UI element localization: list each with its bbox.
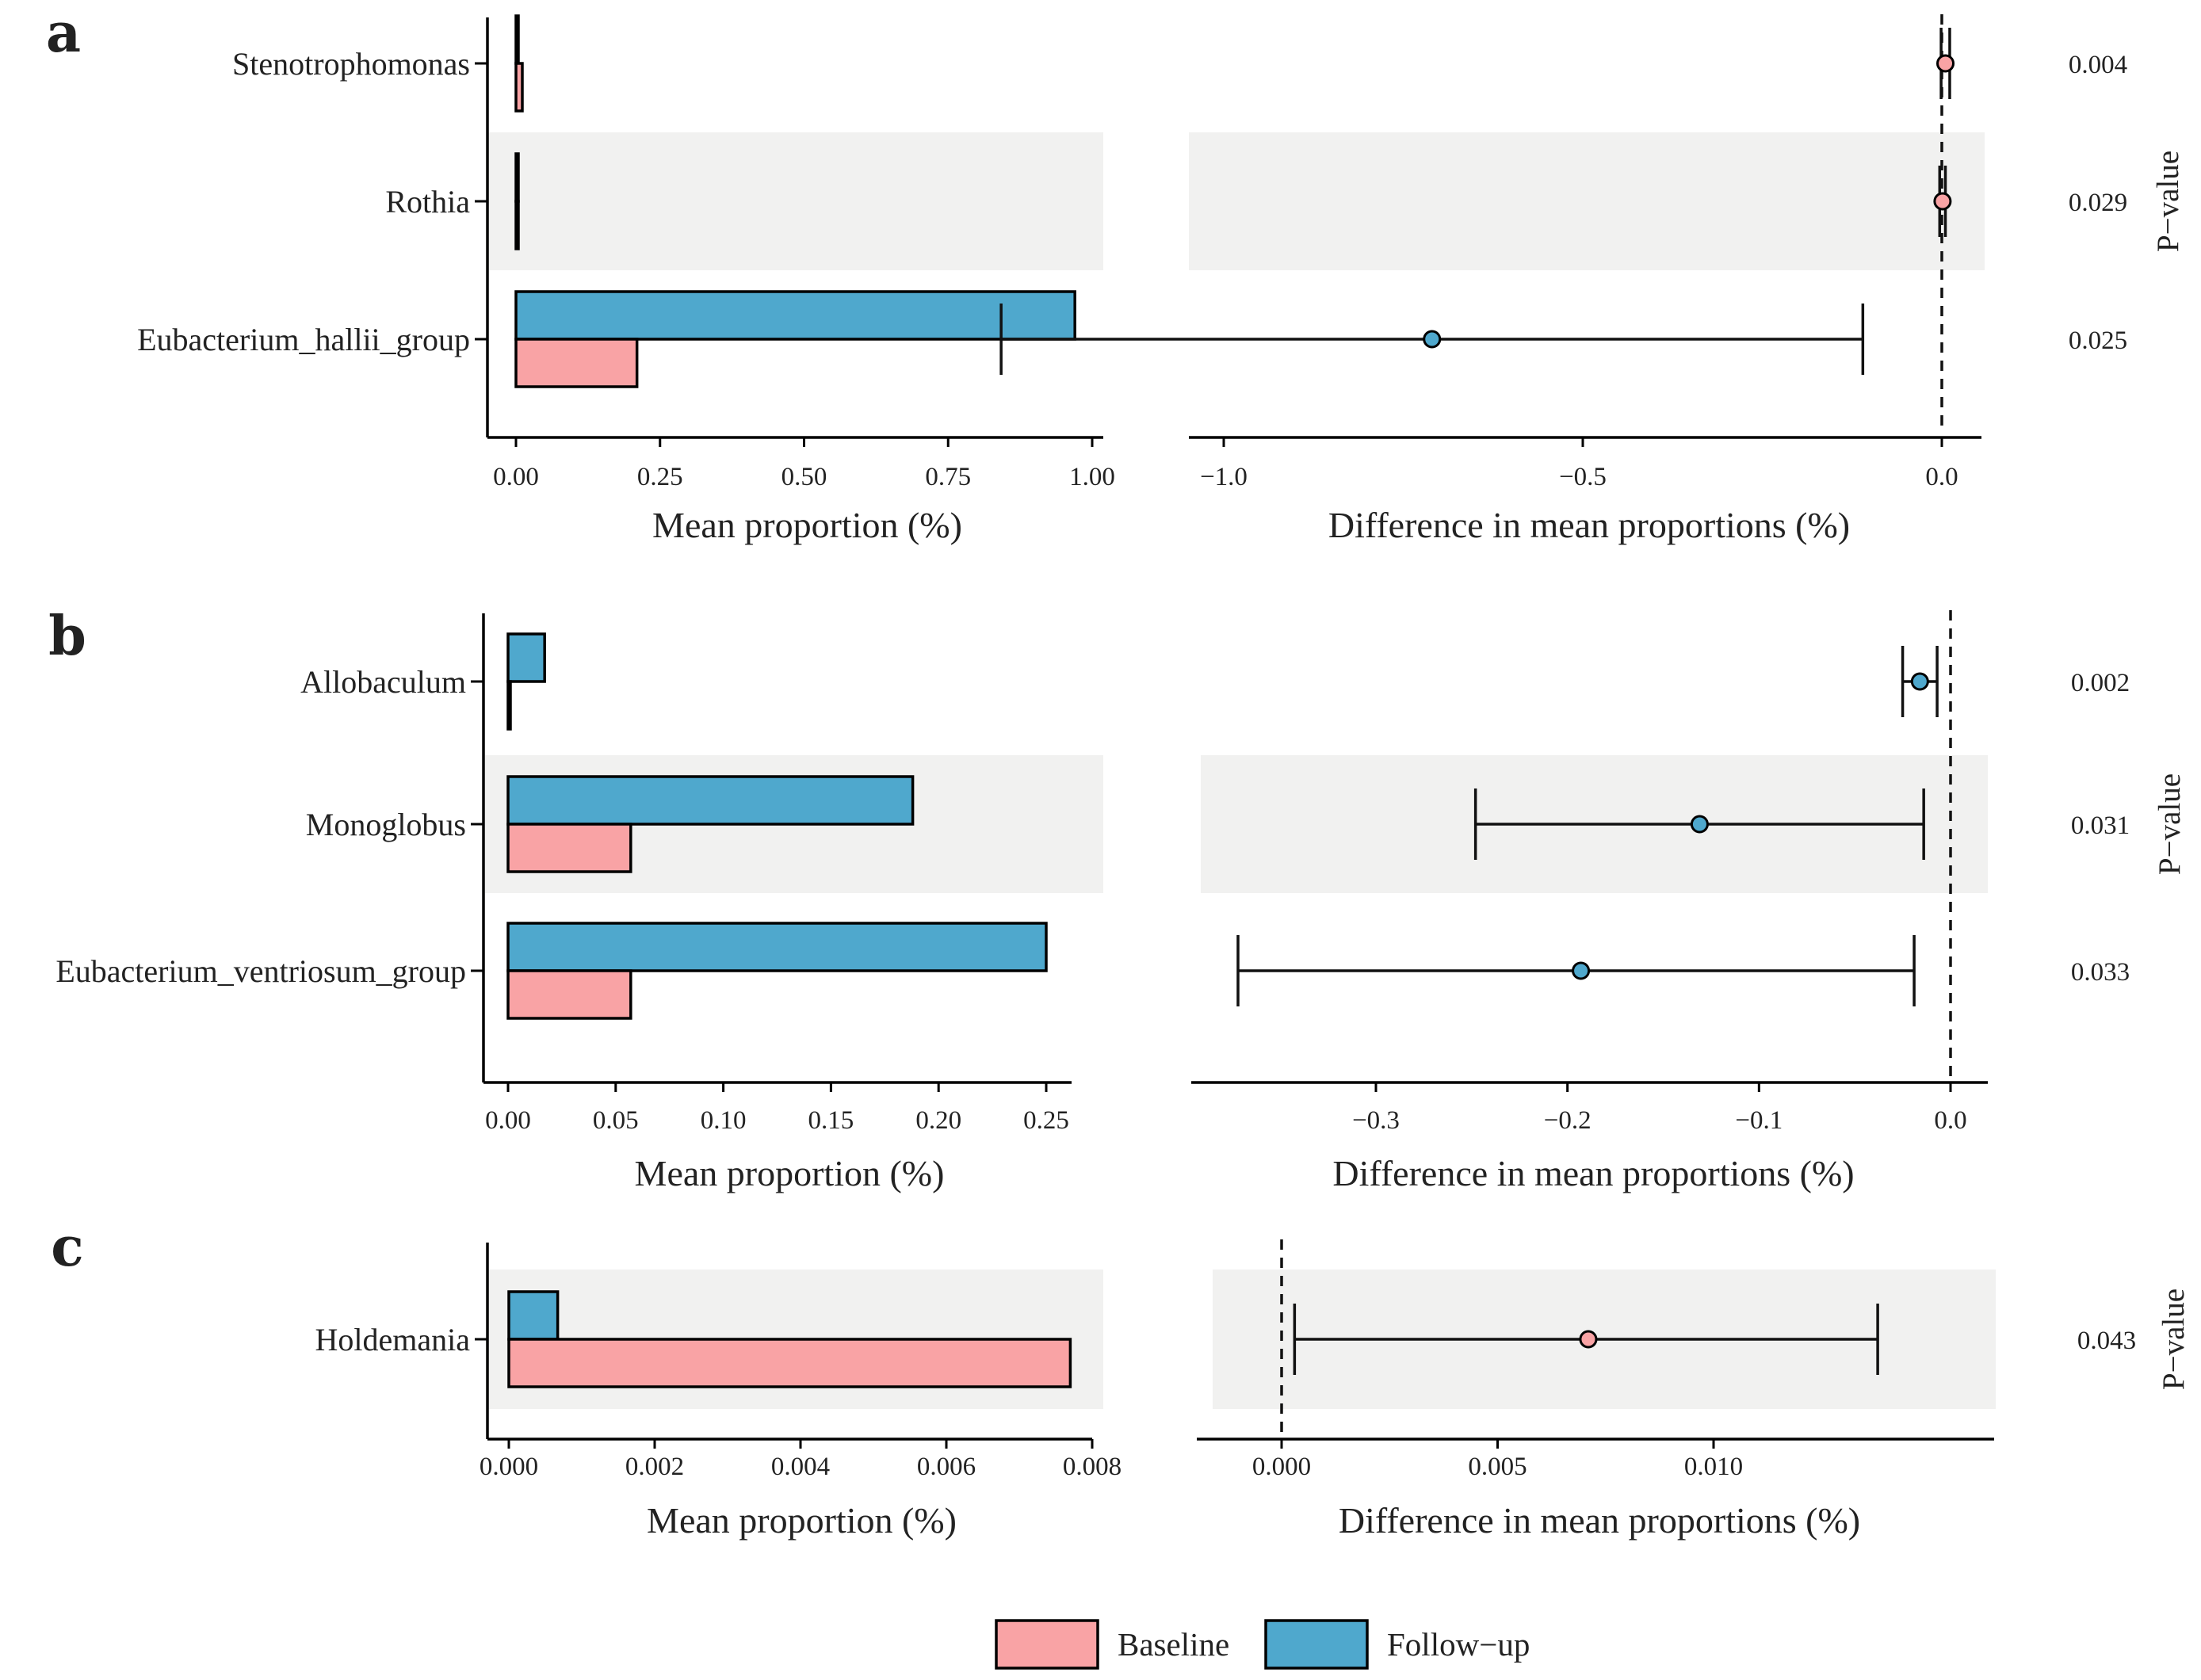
- x-axis-title-right: Difference in mean proportions (%): [1332, 1153, 1854, 1193]
- category-label: Rothia: [385, 184, 470, 220]
- x-tick-label-left: 0.00: [493, 463, 539, 491]
- x-tick-label-left: 0.002: [625, 1453, 684, 1481]
- x-tick-label-left: 0.008: [1063, 1453, 1122, 1481]
- p-value: 0.031: [2071, 811, 2130, 840]
- category-label: Eubacterium_hallii_group: [137, 322, 470, 357]
- difference-point: [1936, 54, 1955, 73]
- x-tick-label-right: −0.1: [1735, 1106, 1783, 1135]
- row-band-left: [487, 132, 1103, 270]
- x-axis-title-left: Mean proportion (%): [652, 505, 962, 545]
- bar-follow-up: [506, 922, 1048, 972]
- x-tick-label-right: −0.2: [1544, 1106, 1592, 1135]
- legend-label-follow-up: Follow−up: [1387, 1626, 1530, 1663]
- x-tick-label-right: 0.010: [1684, 1453, 1743, 1481]
- p-value: 0.025: [2069, 326, 2127, 355]
- x-tick-label-right: −0.5: [1559, 463, 1607, 491]
- x-tick-label-left: 0.25: [637, 463, 683, 491]
- bar-baseline: [514, 338, 639, 388]
- p-value-axis-label: P−value: [2157, 1289, 2191, 1390]
- bar-baseline: [514, 200, 520, 250]
- difference-point: [1423, 330, 1442, 349]
- difference-point: [1579, 1330, 1598, 1349]
- p-value: 0.043: [2077, 1327, 2136, 1355]
- bar-baseline: [506, 823, 632, 873]
- p-value-axis-label: P−value: [2151, 151, 2185, 252]
- x-tick-label-right: 0.000: [1252, 1453, 1311, 1481]
- p-value: 0.033: [2071, 958, 2130, 987]
- row-band-right: [1189, 132, 1985, 270]
- difference-point: [1910, 672, 1929, 691]
- category-label: Allobaculum: [300, 664, 466, 700]
- p-value-axis-label: P−value: [2153, 773, 2187, 875]
- bar-baseline: [506, 969, 632, 1020]
- x-tick-label-left: 0.20: [915, 1106, 961, 1135]
- x-tick-label-left: 0.006: [917, 1453, 976, 1481]
- category-label: Eubacterium_ventriosum_group: [55, 953, 466, 989]
- panel-letter-a: a: [46, 2, 81, 65]
- x-tick-label-right: 0.005: [1468, 1453, 1527, 1481]
- legend-swatch-follow-up: [1264, 1619, 1369, 1670]
- x-tick-label-left: 0.000: [480, 1453, 538, 1481]
- x-tick-label-right: 0.0: [1934, 1106, 1966, 1135]
- panel-letter-c: c: [51, 1216, 83, 1279]
- x-tick-label-left: 1.00: [1069, 463, 1115, 491]
- legend-swatch-baseline: [995, 1619, 1099, 1670]
- bar-follow-up: [506, 632, 546, 683]
- p-value: 0.002: [2071, 669, 2130, 697]
- x-axis-title-left: Mean proportion (%): [635, 1153, 945, 1193]
- x-tick-label-left: 0.10: [701, 1106, 747, 1135]
- x-tick-label-left: 0.15: [808, 1106, 854, 1135]
- p-value: 0.004: [2069, 51, 2127, 79]
- panel-letter-b: b: [48, 605, 86, 668]
- x-axis-title-right: Difference in mean proportions (%): [1339, 1500, 1860, 1541]
- x-tick-label-left: 0.25: [1023, 1106, 1069, 1135]
- x-axis-title-right: Difference in mean proportions (%): [1328, 505, 1850, 545]
- x-axis-title-left: Mean proportion (%): [647, 1500, 957, 1541]
- x-tick-label-left: 0.50: [781, 463, 827, 491]
- x-tick-label-left: 0.05: [593, 1106, 639, 1135]
- difference-point: [1690, 815, 1709, 834]
- bar-follow-up: [514, 290, 1076, 341]
- x-tick-label-right: −0.3: [1352, 1106, 1400, 1135]
- x-tick-label-left: 0.75: [925, 463, 971, 491]
- difference-point: [1572, 961, 1591, 980]
- category-label: Holdemania: [315, 1322, 471, 1357]
- legend-label-baseline: Baseline: [1118, 1626, 1229, 1663]
- bar-baseline: [506, 680, 512, 731]
- x-tick-label-right: −1.0: [1200, 463, 1248, 491]
- x-tick-label-left: 0.004: [771, 1453, 830, 1481]
- bar-follow-up: [514, 152, 520, 203]
- bar-follow-up: [507, 1290, 560, 1341]
- category-label: Monoglobus: [306, 807, 466, 842]
- category-label: Stenotrophomonas: [232, 46, 470, 82]
- p-value: 0.029: [2069, 189, 2127, 217]
- x-tick-label-right: 0.0: [1925, 463, 1958, 491]
- bar-follow-up: [506, 775, 915, 826]
- x-tick-label-left: 0.00: [485, 1106, 531, 1135]
- difference-point: [1933, 192, 1952, 211]
- bar-follow-up: [514, 14, 520, 65]
- bar-baseline: [507, 1338, 1072, 1388]
- bar-baseline: [514, 62, 524, 113]
